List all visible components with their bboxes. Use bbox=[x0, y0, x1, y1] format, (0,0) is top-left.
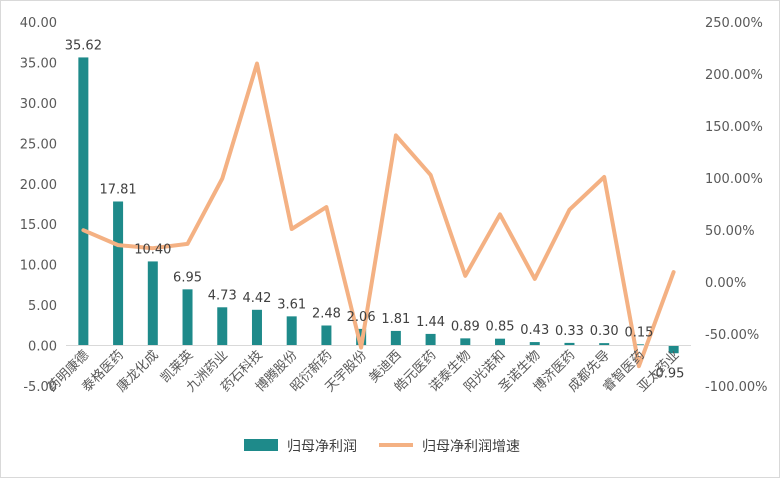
bar-药石科技 bbox=[251, 309, 262, 346]
bar-博腾股份 bbox=[286, 316, 297, 346]
data-label-九洲药业: 4.73 bbox=[208, 288, 237, 303]
bar-皓元医药 bbox=[425, 333, 436, 346]
right-tick-label: 50.00% bbox=[705, 224, 755, 239]
bar-药明康德 bbox=[78, 57, 89, 346]
right-y-axis: -100.00% -50.00% 0.00% 50.00% 100.00% 150.00%… bbox=[705, 16, 768, 395]
right-tick-label: -50.00% bbox=[705, 328, 759, 343]
bar-九洲药业 bbox=[217, 307, 228, 346]
data-label-美迪西: 1.81 bbox=[381, 312, 410, 327]
bar-圣诺生物 bbox=[529, 342, 540, 346]
left-tick-label: 35.00 bbox=[20, 56, 57, 71]
bar-昭衍新药 bbox=[321, 325, 332, 346]
left-y-axis: -5.00 0.00 5.00 10.00 15.00 20.00 25.00 30.00 35… bbox=[20, 16, 57, 395]
bar-美迪西 bbox=[390, 330, 401, 346]
right-tick-label: -100.00% bbox=[705, 380, 768, 395]
data-label-泰格医药: 17.81 bbox=[99, 182, 136, 197]
data-label-药明康德: 35.62 bbox=[65, 38, 102, 53]
bar-data-labels: 35.62 17.81 10.406.95 4.73 4.42 3.61 2.48 2.06 1… bbox=[65, 38, 685, 381]
data-label-成都先导: 0.30 bbox=[590, 324, 619, 339]
category-axis-labels: 药明康德泰格医药康龙化成凯莱英九洲药业药石科技博腾股份昭衍新药天宇股份美迪西皓元… bbox=[44, 347, 682, 395]
data-label-睿智医药: 0.15 bbox=[624, 325, 653, 340]
left-tick-label: 0.00 bbox=[28, 340, 57, 355]
left-tick-label: 25.00 bbox=[20, 137, 57, 152]
right-tick-label: 0.00% bbox=[705, 276, 746, 291]
growth-series-line bbox=[81, 61, 676, 369]
profit-bars bbox=[78, 57, 679, 354]
bar-亚太药业 bbox=[668, 345, 679, 354]
right-tick-label: 200.00% bbox=[705, 68, 763, 83]
left-tick-label: 15.00 bbox=[20, 218, 57, 233]
data-label-昭衍新药: 2.48 bbox=[312, 306, 341, 321]
legend-label-line: 归母净利润增速 bbox=[422, 438, 520, 455]
right-tick-label: 250.00% bbox=[705, 16, 763, 31]
growth-line bbox=[81, 61, 676, 369]
left-tick-label: 20.00 bbox=[20, 178, 57, 193]
left-tick-label: -5.00 bbox=[23, 380, 57, 395]
data-label-亚太药业: -0.95 bbox=[651, 367, 685, 382]
data-label-天宇股份: 2.06 bbox=[347, 310, 376, 325]
bar-凯莱英 bbox=[182, 289, 193, 346]
data-label-博济医药: 0.33 bbox=[555, 324, 584, 339]
left-tick-label: 10.00 bbox=[20, 259, 57, 274]
bar-成都先导 bbox=[599, 343, 610, 346]
left-tick-label: 5.00 bbox=[28, 299, 57, 314]
data-label-圣诺生物: 0.43 bbox=[520, 323, 549, 338]
data-label-凯莱英: 6.95 bbox=[173, 270, 202, 285]
legend-swatch-bar bbox=[244, 439, 278, 451]
data-label-皓元医药: 1.44 bbox=[416, 315, 445, 330]
bar-睿智医药 bbox=[633, 344, 644, 346]
bar-阳光诺和 bbox=[495, 338, 506, 346]
left-tick-label: 30.00 bbox=[20, 97, 57, 112]
right-tick-label: 150.00% bbox=[705, 120, 763, 135]
bar-博济医药 bbox=[564, 342, 575, 346]
right-tick-label: 100.00% bbox=[705, 172, 763, 187]
data-label-药石科技: 4.42 bbox=[242, 291, 271, 306]
bar-康龙化成 bbox=[147, 261, 158, 346]
bar-泰格医药 bbox=[113, 201, 124, 346]
legend-label-bar: 归母净利润 bbox=[287, 438, 357, 455]
data-label-阳光诺和: 0.85 bbox=[486, 320, 515, 335]
data-label-博腾股份: 3.61 bbox=[277, 297, 306, 312]
data-label-诺泰生物: 0.89 bbox=[451, 319, 480, 334]
bar-诺泰生物 bbox=[460, 338, 471, 346]
data-label-康龙化成: 10.40 bbox=[134, 242, 171, 257]
legend: 归母净利润 归母净利润增速 bbox=[244, 438, 520, 455]
left-tick-label: 40.00 bbox=[20, 16, 57, 31]
